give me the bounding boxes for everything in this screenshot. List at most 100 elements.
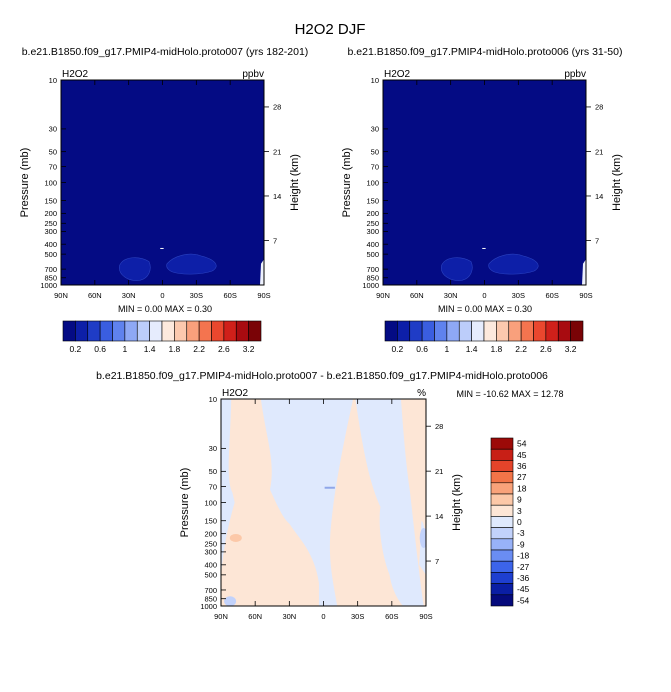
- y-tick-label: 70: [209, 482, 217, 491]
- y-tick-label: 250: [366, 219, 379, 228]
- y-tick-label: 100: [204, 498, 217, 507]
- y-tick-label: 70: [371, 162, 379, 171]
- colorbar-label: 1.4: [144, 344, 156, 354]
- colorbar-box: [490, 594, 514, 607]
- y-tick-label: 850: [44, 274, 57, 283]
- min-max-stats: MIN = 0.00 MAX = 0.30: [118, 304, 212, 314]
- x-tick-label: 90S: [579, 291, 592, 300]
- colorbar-label: 0.2: [69, 344, 81, 354]
- colorbar-label: -54: [517, 595, 530, 605]
- colorbar-label: 1.4: [466, 344, 478, 354]
- colorbar-box: [458, 320, 472, 342]
- x-tick-label: 30N: [122, 291, 136, 300]
- colorbar-label: 54: [517, 439, 527, 449]
- y-tick-label: 700: [204, 586, 217, 595]
- x-tick-label: 0: [482, 291, 486, 300]
- colorbar-box: [471, 320, 485, 342]
- colorbar-label: -18: [517, 551, 530, 561]
- colorbar-box: [87, 320, 101, 342]
- colorbar-label: 27: [517, 472, 527, 482]
- y-tick-label: 10: [371, 76, 379, 85]
- y-tick-label: 150: [204, 517, 217, 526]
- contour-low-level: [166, 253, 217, 275]
- colorbar-label: -3: [517, 528, 525, 538]
- x-tick-label: 30N: [282, 612, 296, 621]
- colorbar-box: [235, 320, 249, 342]
- y-tick-label: 500: [44, 250, 57, 259]
- colorbar-box: [149, 320, 163, 342]
- y-tick-label: 300: [44, 227, 57, 236]
- colorbar-box: [446, 320, 460, 342]
- y-tick-label: 1000: [362, 281, 379, 290]
- colorbar-label: 0: [517, 517, 522, 527]
- y2-tick-label: 14: [595, 192, 603, 201]
- colorbar-box: [186, 320, 200, 342]
- panel-top-right: b.e21.B1850.f09_g17.PMIP4-midHolo.proto0…: [341, 46, 623, 354]
- y-tick-label: 1000: [40, 281, 57, 290]
- y2-axis-title: Height (km): [289, 154, 301, 211]
- y2-tick-label: 21: [273, 147, 281, 156]
- panel-variable-label: H2O2: [62, 69, 89, 80]
- colorbar-box: [490, 482, 514, 495]
- field-background: [383, 80, 586, 285]
- colorbar-box: [421, 320, 435, 342]
- colorbar-box: [62, 320, 76, 342]
- field-background: [61, 80, 264, 285]
- y2-axis-title: Height (km): [611, 154, 623, 211]
- y-axis-title: Pressure (mb): [19, 148, 31, 218]
- y2-tick-label: 21: [595, 147, 603, 156]
- colorbar-label: 2.6: [540, 344, 552, 354]
- contour-low-level: [488, 253, 539, 275]
- min-max-stats: MIN = -10.62 MAX = 12.78: [456, 389, 563, 399]
- y-tick-label: 10: [49, 76, 57, 85]
- y2-tick-label: 14: [435, 512, 443, 521]
- contour-high-level: [260, 259, 264, 285]
- colorbar-box: [490, 560, 514, 573]
- panel-top-left: b.e21.B1850.f09_g17.PMIP4-midHolo.proto0…: [19, 46, 308, 354]
- contour-field: [221, 399, 426, 606]
- y-tick-label: 700: [366, 265, 379, 274]
- x-tick-label: 30S: [351, 612, 364, 621]
- colorbar-box: [490, 493, 514, 506]
- y-tick-label: 30: [49, 125, 57, 134]
- colorbar-label: 3.2: [243, 344, 255, 354]
- colorbar-label: -9: [517, 539, 525, 549]
- colorbar-label: 0.6: [416, 344, 428, 354]
- x-tick-label: 0: [160, 291, 164, 300]
- x-tick-label: 30N: [444, 291, 458, 300]
- x-tick-label: 60N: [88, 291, 102, 300]
- panel-subtitle: b.e21.B1850.f09_g17.PMIP4-midHolo.proto0…: [96, 370, 548, 382]
- colorbar-box: [490, 471, 514, 484]
- contour-negative-spot: [419, 527, 426, 548]
- y-tick-label: 400: [366, 240, 379, 249]
- colorbar-label: 0.2: [391, 344, 403, 354]
- y-tick-label: 700: [44, 265, 57, 274]
- colorbar-box: [490, 516, 514, 528]
- colorbar-label: 45: [517, 450, 527, 460]
- y-tick-label: 100: [366, 178, 379, 187]
- contour-low-level: [441, 257, 473, 281]
- contour-high-level: [582, 259, 586, 285]
- colorbar-box: [533, 320, 547, 342]
- y2-tick-label: 14: [273, 192, 281, 201]
- colorbar-box: [384, 320, 398, 342]
- x-tick-label: 60N: [410, 291, 424, 300]
- y-tick-label: 250: [204, 539, 217, 548]
- colorbar-box: [490, 460, 514, 472]
- colorbar-box: [490, 527, 514, 540]
- x-tick-label: 30S: [190, 291, 203, 300]
- colorbar-box: [136, 320, 150, 342]
- y-tick-label: 400: [44, 240, 57, 249]
- colorbar-label: 0.6: [94, 344, 106, 354]
- panel-variable-label: H2O2: [222, 388, 249, 399]
- panel-difference: b.e21.B1850.f09_g17.PMIP4-midHolo.proto0…: [96, 370, 563, 621]
- y-axis-title: Pressure (mb): [341, 148, 353, 218]
- y-tick-label: 10: [209, 395, 217, 404]
- colorbar-box: [490, 549, 514, 562]
- y-tick-label: 50: [209, 467, 217, 476]
- colorbar-label: 2.2: [515, 344, 527, 354]
- colorbar-label: -45: [517, 584, 530, 594]
- y-tick-label: 850: [204, 594, 217, 603]
- contour-positive-spot: [229, 533, 242, 542]
- contour-field: [61, 80, 264, 285]
